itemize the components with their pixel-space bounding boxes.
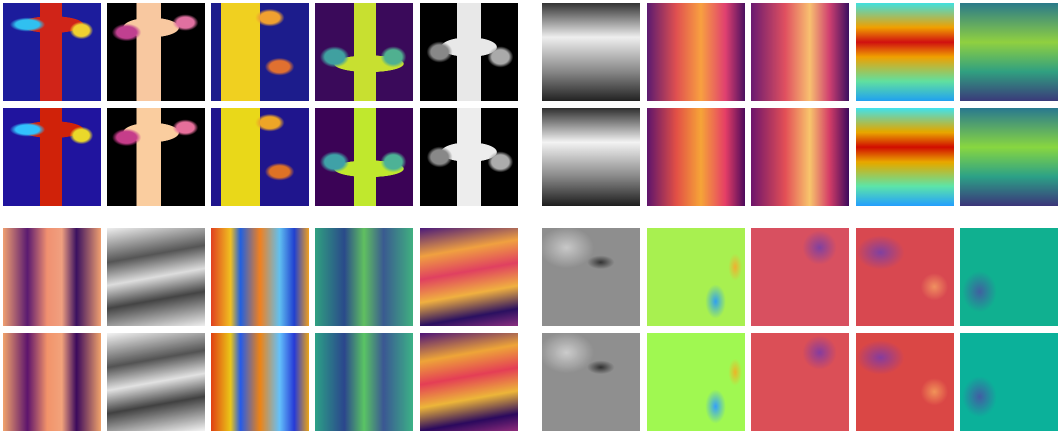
fluid-image — [107, 3, 205, 101]
smooth-field-image — [751, 108, 849, 206]
phase-field-image — [856, 228, 954, 326]
smooth-field-image — [856, 3, 954, 101]
smooth-field-image — [647, 108, 745, 206]
fluid-image — [211, 108, 309, 206]
smooth-field-image — [960, 3, 1058, 101]
phase-field-image — [856, 333, 954, 431]
phase-field-image — [751, 333, 849, 431]
smooth-field-image — [856, 108, 954, 206]
turbulence-image — [107, 228, 205, 326]
smooth-field-image — [542, 108, 640, 206]
turbulence-image — [211, 333, 309, 431]
fluid-image — [107, 108, 205, 206]
fluid-image — [3, 108, 101, 206]
turbulence-image — [107, 333, 205, 431]
turbulence-image — [420, 333, 518, 431]
fluid-image — [420, 108, 518, 206]
fluid-image — [211, 3, 309, 101]
turbulence-image — [3, 228, 101, 326]
fluid-image — [315, 108, 413, 206]
fluid-image — [315, 3, 413, 101]
phase-field-image — [647, 228, 745, 326]
phase-field-image — [542, 228, 640, 326]
turbulence-image — [420, 228, 518, 326]
turbulence-image — [315, 228, 413, 326]
smooth-field-image — [647, 3, 745, 101]
turbulence-image — [315, 333, 413, 431]
smooth-field-image — [960, 108, 1058, 206]
turbulence-image — [3, 333, 101, 431]
turbulence-image — [211, 228, 309, 326]
fluid-image — [420, 3, 518, 101]
phase-field-image — [751, 228, 849, 326]
smooth-field-image — [542, 3, 640, 101]
phase-field-image — [647, 333, 745, 431]
fluid-image — [3, 3, 101, 101]
smooth-field-image — [751, 3, 849, 101]
phase-field-image — [542, 333, 640, 431]
phase-field-image — [960, 333, 1058, 431]
figure: (() => { const grid = document.getElemen… — [0, 0, 1060, 432]
phase-field-image — [960, 228, 1058, 326]
